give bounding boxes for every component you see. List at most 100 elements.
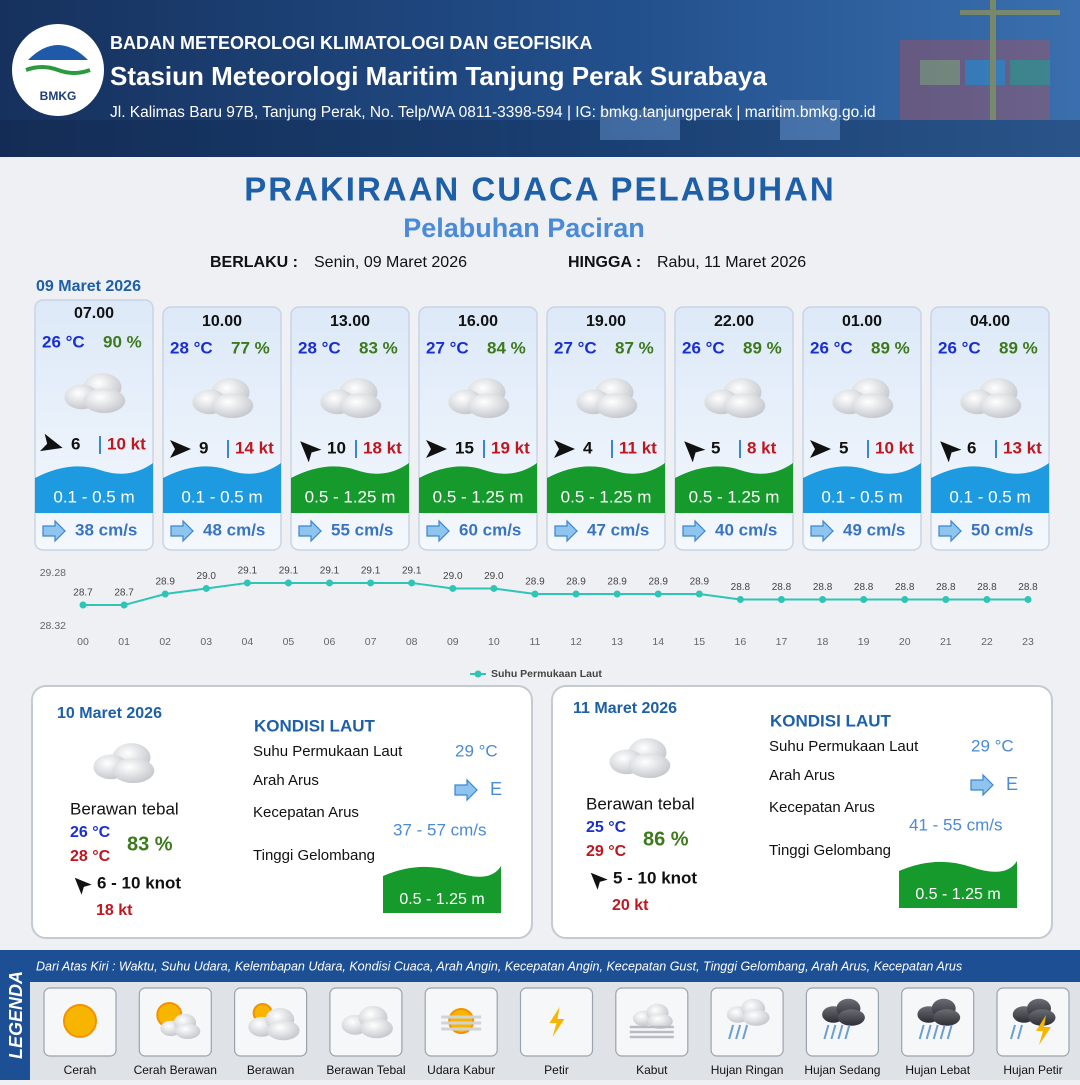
day-date: 10 Maret 2026	[57, 705, 162, 722]
sea-current-speed: 41 - 55 cm/s	[909, 815, 1003, 834]
x-tick-label: 03	[200, 636, 212, 648]
current-arrow	[810, 519, 834, 543]
current-arrow	[682, 519, 706, 543]
card-wind: 6	[967, 438, 976, 457]
legend-item: Udara Kabur	[427, 1063, 495, 1077]
legend-item: Hujan Petir	[1003, 1063, 1062, 1077]
sea-wave: 0.5 - 1.25 m	[399, 891, 484, 908]
card-current: 55 cm/s	[331, 520, 393, 539]
card-wave: 0.5 - 1.25 m	[305, 487, 396, 506]
day-condition: Berawan tebal	[586, 794, 695, 813]
cloud-part	[467, 393, 510, 419]
card-wave: 0.1 - 0.5 m	[949, 487, 1030, 506]
legend-icon	[726, 998, 770, 1040]
sea-wave: 0.5 - 1.25 m	[915, 886, 1000, 903]
subtitle: Pelabuhan Paciran	[403, 213, 645, 243]
wind-arrow	[684, 441, 706, 463]
data-label: 28.8	[772, 582, 792, 593]
card-humidity: 84 %	[487, 338, 526, 357]
rain	[823, 1024, 830, 1040]
cloud-part	[723, 393, 766, 419]
card-current: 40 cm/s	[715, 520, 777, 539]
data-label: 28.8	[895, 582, 915, 593]
legend-item: Kabut	[636, 1063, 668, 1077]
card-gust: 10 kt	[107, 434, 146, 453]
sea-label: Tinggi Gelombang	[769, 842, 891, 859]
cloud-icon	[704, 378, 766, 419]
point	[695, 590, 703, 598]
sea-label: Suhu Permukaan Laut	[253, 743, 403, 760]
current-arrow	[42, 519, 66, 543]
current-arrow	[454, 778, 478, 802]
sun	[448, 1008, 475, 1034]
x-tick-label: 05	[283, 636, 295, 648]
card-wind: 10	[327, 438, 346, 457]
rain	[830, 1024, 837, 1040]
y-tick-label: 29.28	[40, 567, 66, 579]
point	[326, 579, 334, 587]
cloud-icon	[832, 378, 894, 419]
card-temp: 27 °C	[554, 338, 597, 357]
sea-sst: 29 °C	[971, 736, 1014, 755]
legend-item: Cerah Berawan	[134, 1063, 217, 1077]
point	[613, 590, 621, 598]
card-temp: 26 °C	[938, 338, 981, 357]
cloud-part	[837, 1009, 865, 1026]
legend-item: Petir	[544, 1063, 569, 1077]
cloud-icon	[576, 378, 638, 419]
wind-arrow	[590, 872, 608, 890]
x-tick-label: 20	[899, 636, 911, 648]
rain	[1017, 1024, 1023, 1040]
point	[654, 590, 662, 598]
card-temp: 26 °C	[42, 332, 85, 351]
current-arrow	[170, 519, 194, 543]
wind-arrow	[940, 441, 962, 463]
data-label: 29.0	[197, 571, 217, 582]
data-label: 29.1	[320, 566, 340, 577]
card-wave: 0.5 - 1.25 m	[433, 487, 524, 506]
data-label: 28.9	[607, 577, 627, 588]
data-label: 29.1	[402, 566, 422, 577]
card-humidity: 77 %	[231, 338, 270, 357]
day-humidity: 83 %	[127, 833, 173, 855]
rain	[925, 1024, 932, 1040]
cloud-part	[933, 1009, 961, 1026]
point	[161, 590, 169, 598]
rain	[728, 1024, 735, 1040]
cloud-part	[1028, 1009, 1056, 1026]
day-date: 11 Maret 2026	[573, 700, 677, 717]
data-label: 28.8	[977, 582, 997, 593]
cloud-part	[742, 1009, 770, 1026]
card-current: 38 cm/s	[75, 520, 137, 539]
card-time: 22.00	[714, 313, 754, 330]
wind-arrow	[74, 877, 92, 895]
x-tick-label: 02	[159, 636, 171, 648]
legend-icon	[822, 998, 865, 1040]
data-label: 28.9	[690, 577, 710, 588]
day-wind: 5 - 10 knot	[613, 868, 697, 887]
card-time: 01.00	[842, 313, 882, 330]
cloud-part	[628, 753, 671, 779]
card-temp: 28 °C	[170, 338, 213, 357]
card-temp: 26 °C	[810, 338, 853, 357]
sea-label: Suhu Permukaan Laut	[769, 738, 919, 755]
card-wave: 0.1 - 0.5 m	[821, 487, 902, 506]
x-tick-label: 11	[530, 636, 541, 648]
day-condition: Berawan tebal	[70, 799, 179, 818]
cloud-part	[647, 1013, 673, 1029]
card-gust: 10 kt	[875, 438, 914, 457]
cloud-part	[83, 388, 126, 414]
card-temp: 26 °C	[682, 338, 725, 357]
sea-label: Tinggi Gelombang	[253, 847, 375, 864]
wind-arrow	[40, 433, 63, 452]
wind-arrow	[554, 440, 575, 458]
current-arrow	[554, 519, 578, 543]
card-wind: 4	[583, 438, 593, 457]
data-label: 29.1	[279, 566, 299, 577]
legend-item: Berawan Tebal	[326, 1063, 405, 1077]
wave-band	[291, 463, 409, 513]
data-label: 28.7	[114, 588, 134, 599]
x-tick-label: 01	[118, 636, 130, 648]
day-date: 09 Maret 2026	[36, 278, 141, 295]
data-label: 28.9	[648, 577, 668, 588]
